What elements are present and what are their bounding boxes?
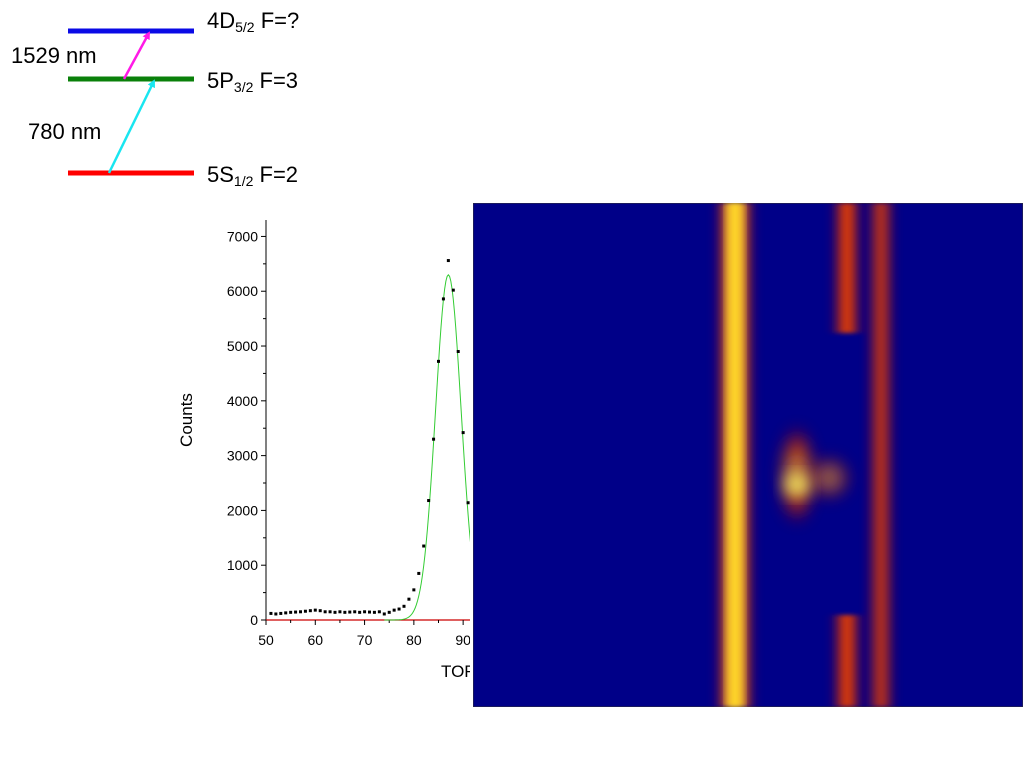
data-point xyxy=(451,288,455,292)
heatmap-stripe-2-upper xyxy=(834,203,860,333)
y-tick-label: 2000 xyxy=(227,502,258,518)
data-point xyxy=(279,611,283,615)
data-point xyxy=(348,610,352,614)
data-point xyxy=(308,609,312,613)
data-point xyxy=(294,610,298,614)
level-label-5s: 5S1/2 F=2 xyxy=(207,162,299,189)
data-point xyxy=(377,610,381,614)
y-tick-label: 7000 xyxy=(227,228,258,244)
level-label-5p: 5P3/2 F=3 xyxy=(207,68,299,95)
y-tick-label: 5000 xyxy=(227,338,258,354)
heatmap-blob-core xyxy=(785,475,809,495)
transition-arrow-1529nm xyxy=(122,31,151,80)
data-point xyxy=(392,608,396,612)
level-f: F=2 xyxy=(259,162,299,187)
level-term: 5S xyxy=(207,162,234,187)
data-point xyxy=(446,259,450,263)
data-point xyxy=(387,610,391,614)
heatmap-image xyxy=(473,203,1023,707)
data-point xyxy=(284,611,288,615)
data-point xyxy=(353,610,357,614)
data-point xyxy=(432,437,436,441)
data-point xyxy=(333,610,337,614)
data-point xyxy=(397,607,401,611)
level-term: 4D xyxy=(207,8,236,33)
heatmap-stripe-2-lower xyxy=(834,615,860,707)
data-point xyxy=(382,612,386,616)
y-axis-label: Counts xyxy=(177,393,196,447)
level-sub: 5/2 xyxy=(235,19,255,35)
level-sub: 3/2 xyxy=(233,79,254,95)
data-point xyxy=(289,610,293,614)
data-point xyxy=(343,610,347,614)
energy-level-diagram xyxy=(68,28,194,176)
x-tick-label: 80 xyxy=(406,632,422,648)
y-tick-label: 6000 xyxy=(227,283,258,299)
x-tick-label: 90 xyxy=(455,632,470,648)
x-tick-label: 60 xyxy=(307,632,323,648)
data-point xyxy=(358,610,362,614)
heatmap-stripe-3 xyxy=(869,203,893,707)
data-point xyxy=(372,610,376,614)
data-point xyxy=(422,544,426,548)
wavelength-label-1529: 1529 nm xyxy=(11,43,97,68)
level-label-4d: 4D5/2 F=? xyxy=(207,8,300,35)
data-point xyxy=(303,609,307,613)
x-tick-label: 50 xyxy=(258,632,274,648)
data-point xyxy=(427,499,431,503)
data-point xyxy=(328,610,332,614)
y-tick-label: 3000 xyxy=(227,448,258,464)
fit-curve-group xyxy=(384,273,470,621)
y-tick-label: 4000 xyxy=(227,393,258,409)
data-point xyxy=(402,604,406,608)
data-point xyxy=(461,431,465,435)
transition-arrow-780nm xyxy=(107,79,156,174)
data-point xyxy=(437,359,440,363)
data-point xyxy=(313,608,317,612)
data-point xyxy=(299,610,302,614)
wavelength-label-780: 780 nm xyxy=(28,119,102,144)
chart-axes xyxy=(265,220,470,621)
data-point xyxy=(318,609,322,613)
data-point xyxy=(274,612,278,616)
x-tick-label: 70 xyxy=(357,632,373,648)
data-point xyxy=(441,297,445,301)
x-axis-label: TOF xyxy=(441,662,470,681)
level-f: F=? xyxy=(260,8,300,33)
data-point xyxy=(412,588,416,592)
gaussian-fit-curve xyxy=(384,273,470,621)
chart-ticks: 0 1000 2000 3000 4000 5000 6000 7000 50 60 70 80 90 xyxy=(227,228,470,648)
heatmap-blob-right xyxy=(807,456,851,500)
data-point xyxy=(407,597,411,601)
level-term: 5P xyxy=(207,68,234,93)
data-point xyxy=(323,610,327,614)
heatmap-stripe-1-core xyxy=(729,203,741,707)
data-point xyxy=(363,610,367,614)
data-point xyxy=(466,501,470,505)
data-points-group xyxy=(269,259,470,616)
data-point xyxy=(456,350,460,354)
data-point xyxy=(338,610,342,614)
y-tick-label: 1000 xyxy=(227,557,258,573)
level-sub: 1/2 xyxy=(233,173,254,189)
data-point xyxy=(269,611,273,615)
data-point xyxy=(417,571,421,575)
data-point xyxy=(368,610,371,614)
level-f: F=3 xyxy=(259,68,299,93)
y-tick-label: 0 xyxy=(250,612,258,628)
